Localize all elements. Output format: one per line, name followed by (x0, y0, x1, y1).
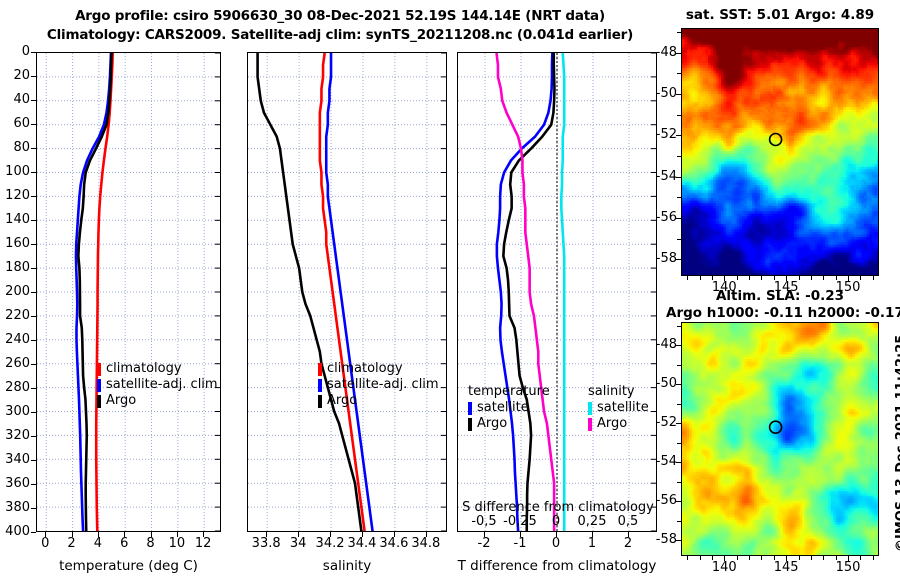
legend-label: climatology (106, 361, 182, 376)
legend-swatch (97, 378, 101, 392)
legend-swatch (318, 394, 322, 408)
sla-map (681, 322, 879, 556)
temperature-profile-panel (36, 52, 221, 532)
legend-label: satellite (597, 400, 649, 415)
sst-map-title: sat. SST: 5.01 Argo: 4.89 (685, 7, 875, 23)
legend-label: Argo (597, 416, 628, 431)
page-title-line1: Argo profile: csiro 5906630_30 08-Dec-20… (75, 8, 605, 24)
legend-item: Argo (588, 416, 649, 432)
legend-item: Argo (97, 393, 218, 409)
legend-item: satellite-adj. clim (318, 377, 439, 393)
legend-item: satellite-adj. clim (97, 377, 218, 393)
sla-map-title-line1: Altim. SLA: -0.23 (715, 288, 845, 304)
salinity-profile-plot (248, 53, 446, 531)
legend-item: Argo (468, 416, 550, 432)
difference-legend-temperature: temperature satellite Argo (468, 384, 550, 432)
legend-label: satellite (477, 400, 529, 415)
difference-profile-plot (458, 53, 656, 531)
legend-swatch (468, 417, 472, 431)
legend-label: Argo (106, 393, 137, 408)
salinity-profile-panel (247, 52, 447, 532)
imos-credit: ©IMOS 13-Dec-2021 11:42:25 (894, 334, 900, 552)
difference-top-axis-label: S difference from climatology (462, 500, 654, 515)
legend-label: satellite-adj. clim (106, 377, 218, 392)
temperature-axis-label: temperature (deg C) (59, 558, 198, 574)
sla-map-image (682, 323, 878, 555)
legend-swatch (588, 417, 592, 431)
difference-legend-salinity: salinity satellite Argo (588, 384, 649, 432)
temperature-profile-plot (37, 53, 220, 531)
legend-swatch (588, 401, 592, 415)
legend-swatch (318, 378, 322, 392)
difference-bottom-axis-label: T difference from climatology (457, 558, 657, 574)
legend-swatch (97, 362, 101, 376)
legend-swatch (97, 394, 101, 408)
legend-swatch (318, 362, 322, 376)
legend-label: Argo (477, 416, 508, 431)
sst-map-image (682, 29, 878, 275)
legend-label: satellite-adj. clim (327, 377, 439, 392)
salinity-axis-label: salinity (322, 558, 372, 574)
sla-map-title-line2: Argo h1000: -0.11 h2000: -0.17 (666, 305, 900, 321)
legend-item: satellite (468, 400, 550, 416)
temperature-legend: climatology satellite-adj. clim Argo (97, 361, 218, 409)
legend-item: climatology (318, 361, 439, 377)
legend-label: Argo (327, 393, 358, 408)
difference-profile-panel (457, 52, 657, 532)
page-title-line2: Climatology: CARS2009. Satellite-adj cli… (46, 27, 634, 43)
legend-item: Argo (318, 393, 439, 409)
legend-label: climatology (327, 361, 403, 376)
sst-map (681, 28, 879, 276)
legend-item: satellite (588, 400, 649, 416)
salinity-legend: climatology satellite-adj. clim Argo (318, 361, 439, 409)
legend-item: climatology (97, 361, 218, 377)
legend-swatch (468, 401, 472, 415)
